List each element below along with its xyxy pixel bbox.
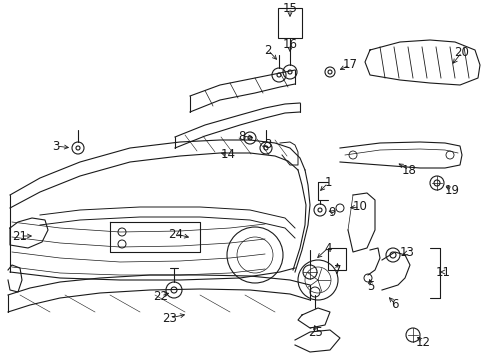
- Circle shape: [76, 146, 80, 150]
- Text: 2: 2: [264, 44, 271, 57]
- Text: 21: 21: [13, 230, 27, 243]
- Text: 7: 7: [334, 264, 341, 276]
- Circle shape: [264, 146, 267, 150]
- Text: 3: 3: [52, 139, 60, 153]
- Circle shape: [327, 70, 331, 74]
- Text: 8: 8: [238, 130, 245, 143]
- Text: 24: 24: [168, 228, 183, 240]
- Text: 23: 23: [162, 311, 177, 324]
- Text: 12: 12: [415, 336, 429, 348]
- Text: 9: 9: [327, 206, 335, 219]
- Circle shape: [389, 252, 395, 258]
- Circle shape: [317, 208, 321, 212]
- Text: 5: 5: [366, 280, 374, 293]
- Circle shape: [171, 287, 177, 293]
- Circle shape: [276, 73, 281, 77]
- Circle shape: [287, 70, 291, 74]
- Text: 11: 11: [435, 266, 449, 279]
- Circle shape: [247, 136, 251, 140]
- Text: 17: 17: [342, 58, 357, 72]
- Text: 10: 10: [352, 201, 366, 213]
- Text: 6: 6: [390, 297, 398, 310]
- Text: 4: 4: [324, 242, 331, 255]
- Text: 18: 18: [401, 163, 416, 176]
- Text: 25: 25: [308, 325, 323, 338]
- Text: 15: 15: [282, 1, 297, 14]
- Text: 16: 16: [282, 37, 297, 50]
- FancyBboxPatch shape: [327, 248, 346, 270]
- Text: 19: 19: [444, 184, 459, 197]
- Text: 13: 13: [399, 247, 414, 260]
- Text: 14: 14: [220, 148, 235, 162]
- FancyBboxPatch shape: [278, 8, 302, 38]
- Circle shape: [433, 180, 439, 186]
- Text: 1: 1: [324, 176, 331, 189]
- Text: 22: 22: [153, 289, 168, 302]
- Text: 20: 20: [454, 45, 468, 58]
- Text: 3: 3: [264, 138, 271, 150]
